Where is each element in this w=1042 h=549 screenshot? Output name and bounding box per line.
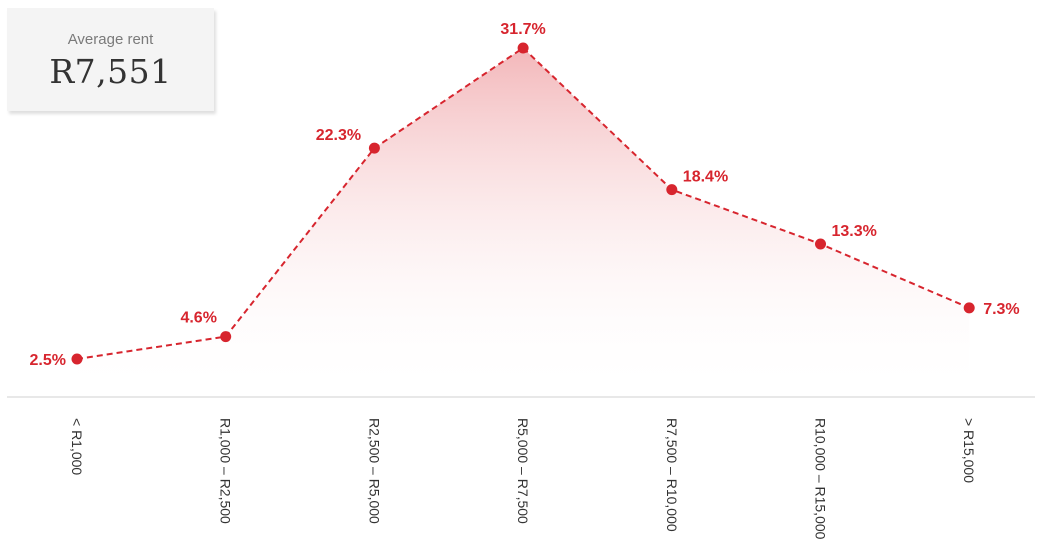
data-point[interactable] bbox=[220, 331, 232, 343]
average-rent-card: Average rent R7,551 bbox=[7, 8, 214, 111]
data-label: 2.5% bbox=[30, 352, 66, 369]
data-point[interactable] bbox=[963, 302, 975, 314]
series-area bbox=[77, 47, 970, 396]
x-tick-label: R10,000 – R15,000 bbox=[813, 418, 829, 540]
data-point[interactable] bbox=[517, 42, 529, 54]
data-point[interactable] bbox=[71, 353, 83, 365]
average-rent-label: Average rent bbox=[67, 31, 154, 48]
data-label: 13.3% bbox=[832, 223, 877, 240]
x-tick-label: < R1,000 bbox=[69, 418, 85, 475]
x-tick-label: > R15,000 bbox=[961, 418, 977, 483]
data-point[interactable] bbox=[368, 142, 380, 154]
data-point[interactable] bbox=[666, 184, 678, 196]
x-tick-label: R2,500 – R5,000 bbox=[366, 418, 382, 524]
average-rent-value: R7,551 bbox=[49, 52, 172, 91]
data-point[interactable] bbox=[815, 238, 826, 250]
data-label: 4.6% bbox=[180, 310, 216, 327]
data-label: 22.3% bbox=[316, 127, 361, 144]
x-tick-label: R7,500 – R10,000 bbox=[664, 418, 680, 532]
x-tick-label: R1,000 – R2,500 bbox=[218, 418, 234, 524]
x-tick-label: R5,000 – R7,500 bbox=[515, 418, 531, 524]
data-label: 18.4% bbox=[683, 169, 728, 186]
data-label: 7.3% bbox=[983, 301, 1019, 318]
data-label: 31.7% bbox=[500, 21, 545, 38]
